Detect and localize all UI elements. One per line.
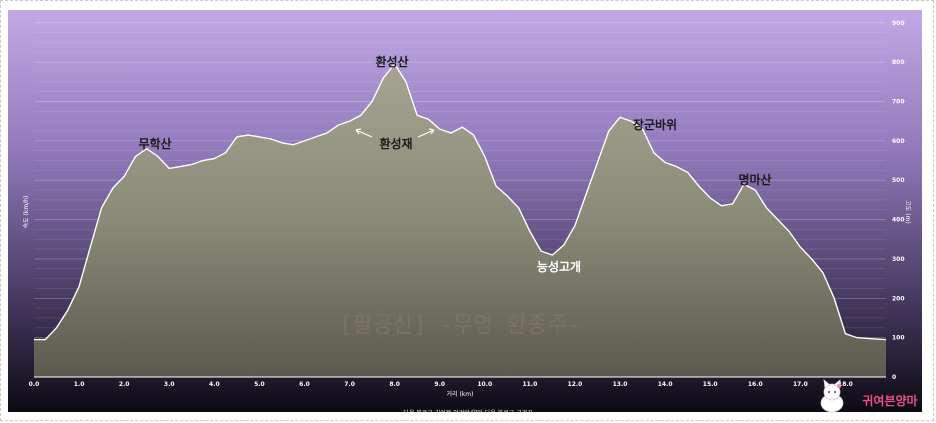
x-tick-label: 13.0 bbox=[613, 381, 628, 388]
x-tick-label: 12.0 bbox=[568, 381, 583, 388]
x-tick-label: 8.0 bbox=[389, 381, 400, 388]
x-tick-label: 7.0 bbox=[344, 381, 355, 388]
y-tick-label: 400 bbox=[892, 217, 905, 224]
x-tick-label: 4.0 bbox=[209, 381, 220, 388]
annotation-neungseonggogae: 능성고개 bbox=[537, 260, 581, 274]
x-tick-label: 11.0 bbox=[522, 381, 537, 388]
y-tick-label: 800 bbox=[892, 59, 905, 66]
y-tick-label: 900 bbox=[892, 20, 905, 27]
x-tick-label: 18.0 bbox=[838, 381, 853, 388]
x-axis-ticks: 0.0 1.0 2.0 3.0 4.0 5.0 6.0 7.0 8.0 9.0 10.0 11.0 12… bbox=[29, 381, 853, 388]
y-axis-ticks: 0 100 200 300 400 500 600 700 800 900 bbox=[892, 20, 905, 381]
annotation-hwanseongsan: 환성산 bbox=[375, 54, 408, 69]
y-axis-title-left: 속도 (km/h) bbox=[22, 196, 30, 229]
y-axis-title-right: 고도 (m) bbox=[904, 200, 911, 223]
y-tick-label: 0 bbox=[892, 374, 896, 381]
elevation-area bbox=[34, 64, 886, 377]
annotation-muhaksan: 무학산 bbox=[138, 136, 171, 151]
y-tick-label: 100 bbox=[892, 335, 905, 342]
x-tick-label: 14.0 bbox=[658, 381, 673, 388]
watermark-title: [팔공산] -무명 환종주- bbox=[339, 313, 580, 338]
pointer-arrow-right bbox=[417, 128, 435, 138]
blog-logo: 귀여븐양마 bbox=[820, 379, 918, 413]
x-tick-label: 3.0 bbox=[164, 381, 175, 388]
x-tick-label: 0.0 bbox=[29, 381, 40, 388]
y-tick-label: 200 bbox=[892, 295, 905, 302]
x-tick-label: 10.0 bbox=[477, 381, 492, 388]
annotation-janggunbawi: 장군바위 bbox=[633, 117, 677, 132]
x-axis-title: 거리 (km) bbox=[447, 390, 474, 398]
cat-icon bbox=[820, 379, 844, 413]
annotation-hwanseongjae: 환성재 bbox=[379, 136, 412, 151]
annotation-myeongmasan: 명마산 bbox=[738, 172, 771, 187]
x-tick-label: 2.0 bbox=[119, 381, 130, 388]
svg-text:귀여븐양마: 귀여븐양마 bbox=[862, 393, 917, 408]
x-tick-label: 16.0 bbox=[748, 381, 763, 388]
x-tick-label: 5.0 bbox=[254, 381, 265, 388]
y-tick-label: 300 bbox=[892, 256, 905, 263]
x-tick-label: 6.0 bbox=[299, 381, 310, 388]
x-tick-label: 1.0 bbox=[74, 381, 85, 388]
x-tick-label: 9.0 bbox=[434, 381, 445, 388]
elevation-line bbox=[34, 62, 887, 341]
x-tick-label: 15.0 bbox=[703, 381, 718, 388]
y-tick-label: 500 bbox=[892, 177, 905, 184]
x-tick-label: 17.0 bbox=[793, 381, 808, 388]
y-tick-label: 700 bbox=[892, 99, 905, 106]
pointer-arrow-left bbox=[355, 128, 373, 138]
y-tick-label: 600 bbox=[892, 138, 905, 145]
footer-credit: 다음 블로그 귀여븐 안경알/양마 다음 블로그 구경꾼 bbox=[403, 409, 533, 417]
